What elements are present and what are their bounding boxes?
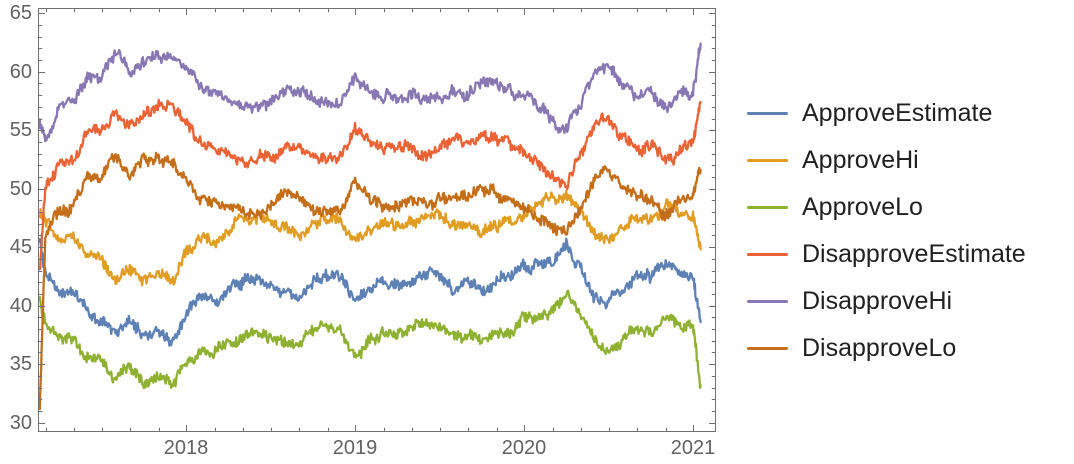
- chart-legend: ApproveEstimate ApproveHi ApproveLo Disappr…: [747, 90, 1026, 372]
- legend-label: DisapproveHi: [802, 287, 953, 315]
- legend-label: DisapproveLo: [802, 334, 957, 362]
- y-tick-label: 30: [9, 411, 32, 434]
- x-tick-label: 2018: [163, 437, 209, 459]
- y-tick-label: 60: [9, 60, 32, 83]
- x-tick-label: 2019: [332, 437, 378, 459]
- legend-item-disapproveestimate: DisapproveEstimate: [747, 231, 1026, 278]
- legend-item-disapprovelo: DisapproveLo: [747, 325, 1026, 372]
- y-tick-label: 55: [9, 119, 32, 142]
- x-tick-label: 2021: [670, 437, 716, 459]
- legend-item-approvehi: ApproveHi: [747, 137, 1026, 184]
- legend-label: DisapproveEstimate: [802, 240, 1026, 268]
- legend-label: ApproveHi: [802, 146, 919, 174]
- legend-label: ApproveLo: [802, 193, 923, 221]
- legend-line-swatch: [747, 206, 788, 209]
- legend-item-approvelo: ApproveLo: [747, 184, 1026, 231]
- legend-line-swatch: [747, 253, 788, 256]
- legend-line-swatch: [747, 347, 788, 350]
- legend-line-swatch: [747, 159, 788, 162]
- legend-line-swatch: [747, 300, 788, 303]
- y-tick-label: 65: [9, 2, 32, 25]
- legend-label: ApproveEstimate: [802, 99, 993, 127]
- y-tick-label: 40: [9, 294, 32, 317]
- legend-line-swatch: [747, 112, 788, 115]
- legend-item-disapprovehi: DisapproveHi: [747, 278, 1026, 325]
- y-tick-label: 50: [9, 177, 32, 200]
- legend-item-approveestimate: ApproveEstimate: [747, 90, 1026, 137]
- y-tick-label: 35: [9, 353, 32, 376]
- y-tick-label: 45: [9, 236, 32, 259]
- x-tick-label: 2020: [501, 437, 547, 459]
